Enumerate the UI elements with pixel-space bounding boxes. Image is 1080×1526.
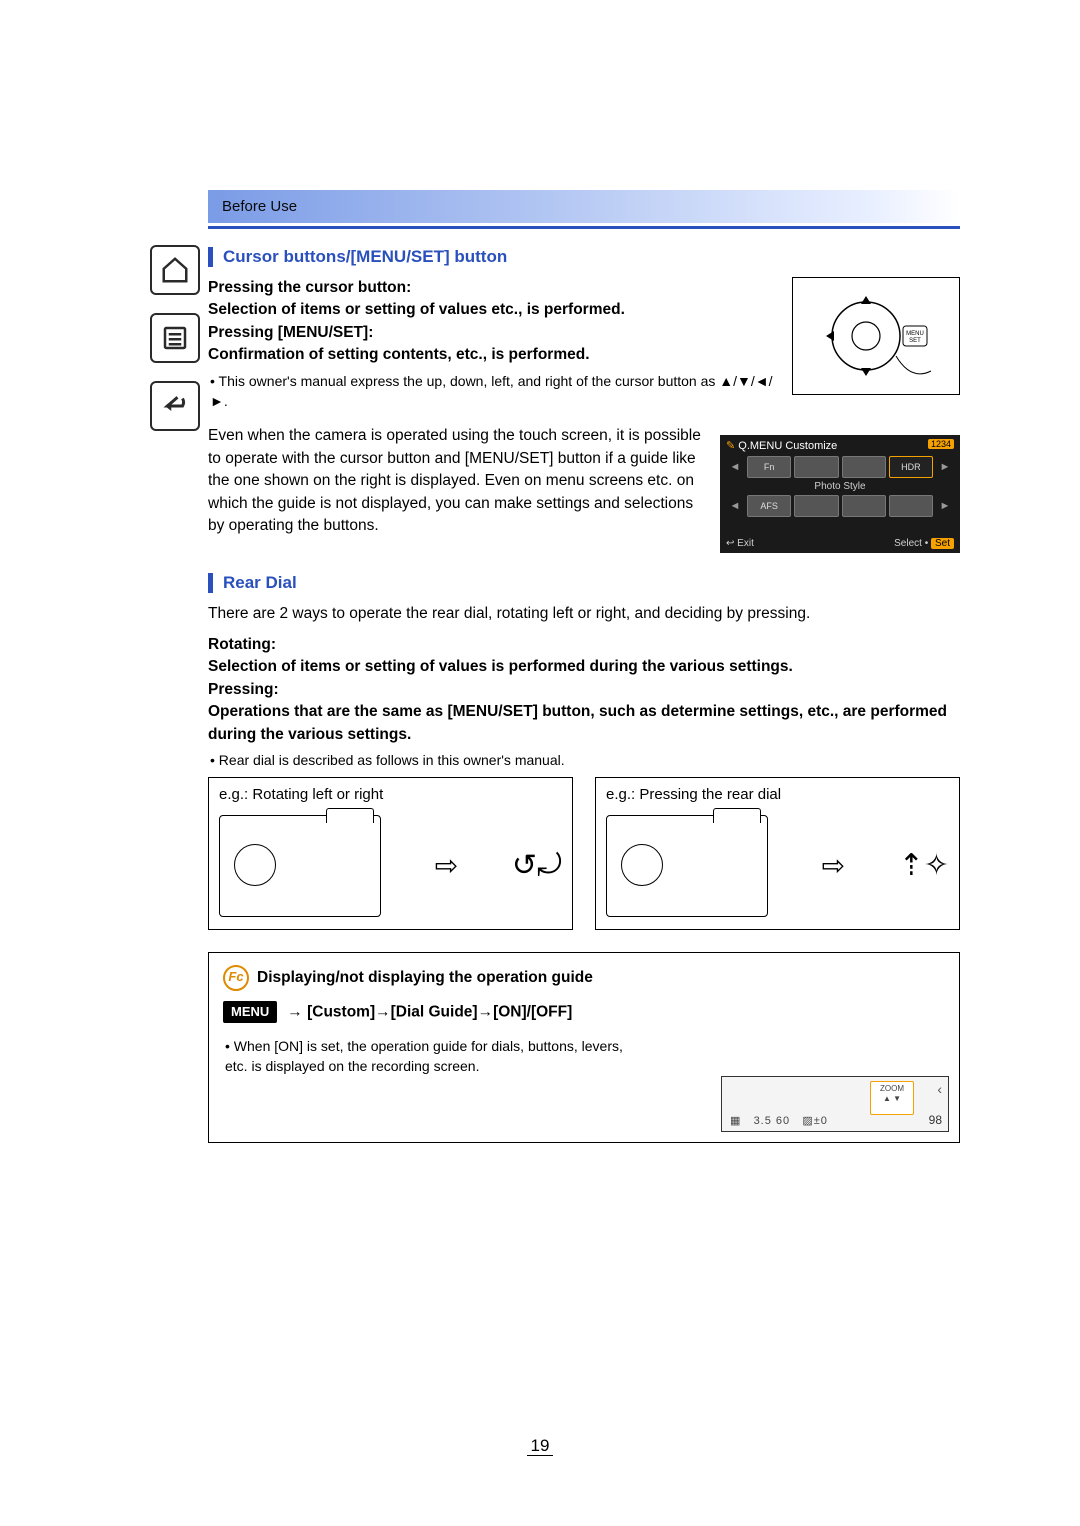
qmenu-cell [842,495,886,517]
section-title: Rear Dial [223,573,297,593]
opguide-info-line: ▦ 3.5 60 ▨±0 [730,1114,828,1127]
arrow-right-icon: ⇨ [435,849,458,882]
qmenu-cell [842,456,886,478]
cursor-line-4: Confirmation of setting contents, etc., … [208,344,774,366]
section-title: Cursor buttons/[MENU/SET] button [223,247,507,267]
nav-sidebar [150,245,200,431]
reardial-note: Rear dial is described as follows in thi… [210,750,960,770]
cursor-line-3: Pressing [MENU/SET]: [208,322,774,344]
section-heading-reardial: Rear Dial [208,573,960,593]
cursor-button-figure: MENU SET [792,277,960,395]
example-rotate-caption: e.g.: Rotating left or right [219,786,562,803]
svg-text:SET: SET [909,338,921,344]
page-number: 19 [0,1436,1080,1456]
cursor-para2: Even when the camera is operated using t… [208,425,702,537]
opguide-heading: Displaying/not displaying the operation … [257,969,593,986]
qmenu-center-label: Photo Style [726,481,954,492]
reardial-line-2: Selection of items or setting of values … [208,656,960,678]
cursor-para2-row: Even when the camera is operated using t… [208,425,960,553]
reardial-line-4: Operations that are the same as [MENU/SE… [208,701,960,746]
cursor-note-prefix: This owner's manual express the up, down… [219,373,720,389]
cursor-section-row: Pressing the cursor button: Selection of… [208,277,960,415]
zoom-indicator: ZOOM▲ ▼ [870,1081,914,1115]
fc-badge-icon: Fc [223,965,249,991]
cursor-line-1: Pressing the cursor button: [208,277,774,299]
example-press-caption: e.g.: Pressing the rear dial [606,786,949,803]
opguide-count: 98 [929,1113,942,1127]
camera-illustration [219,815,381,917]
qmenu-cell [794,456,838,478]
opguide-screen-figure: ZOOM▲ ▼ ‹ ▦ 3.5 60 ▨±0 98 [721,1076,949,1132]
heading-accent-bar [208,573,213,593]
qmenu-exit: Exit [737,538,754,549]
cursor-line-2: Selection of items or setting of values … [208,299,774,321]
reardial-line-3: Pressing: [208,679,960,701]
breadcrumb-bar: Before Use [208,190,960,229]
qmenu-set: Set [931,538,954,549]
qmenu-select: Select [894,538,922,549]
opguide-heading-row: Fc Displaying/not displaying the operatio… [223,965,945,991]
svg-text:MENU: MENU [906,331,924,337]
back-icon[interactable] [150,381,200,431]
reardial-intro: There are 2 ways to operate the rear dia… [208,603,960,625]
opguide-note: When [ON] is set, the operation guide fo… [225,1036,645,1077]
page-number-value: 19 [527,1436,554,1456]
section-heading-cursor: Cursor buttons/[MENU/SET] button [208,247,960,267]
example-rotate: e.g.: Rotating left or right ⇨ ↺⤾ [208,777,573,930]
qmenu-cell: AFS [747,495,791,517]
qmenu-cell [794,495,838,517]
qmenu-cell-hdr: HDR [889,456,933,478]
qmenu-row-2: ◄ AFS ► [726,495,954,517]
menu-pill: MENU [223,1001,277,1024]
opguide-path: → [Custom]→[Dial Guide]→[ON]/[OFF] [287,1003,572,1020]
qmenu-title: Q.MENU Customize [738,440,837,452]
operation-guide-box: Fc Displaying/not displaying the operatio… [208,952,960,1144]
qmenu-cell: Fn [747,456,791,478]
manual-page: Before Use Cursor buttons/[MENU/SET] but… [0,0,1080,1526]
reardial-line-1: Rotating: [208,634,960,656]
rotate-motion-icon: ↺⤾ [512,848,562,883]
breadcrumb: Before Use [208,190,960,223]
camera-illustration [606,815,768,917]
qmenu-cell [889,495,933,517]
qmenu-figure: ✎ Q.MENU Customize 1234 ◄ Fn HDR ► Photo… [720,435,960,553]
home-icon[interactable] [150,245,200,295]
cursor-note-suffix: . [224,393,228,409]
heading-accent-bar [208,247,213,267]
qmenu-badge: 1234 [928,439,954,449]
reardial-examples: e.g.: Rotating left or right ⇨ ↺⤾ e.g.: … [208,777,960,930]
opguide-path-row: MENU → [Custom]→[Dial Guide]→[ON]/[OFF] [223,1001,945,1024]
toc-icon[interactable] [150,313,200,363]
example-press: e.g.: Pressing the rear dial ⇨ ⇡✧ [595,777,960,930]
opguide-info: 3.5 60 [754,1115,791,1127]
page-content: Before Use Cursor buttons/[MENU/SET] but… [208,190,960,1143]
zoom-label: ZOOM [880,1084,904,1093]
arrow-right-icon: ⇨ [822,849,845,882]
cursor-note: This owner's manual express the up, down… [210,371,774,412]
press-motion-icon: ⇡✧ [899,848,949,883]
opguide-ev: ±0 [814,1115,828,1127]
chevron-left-icon: ‹ [937,1081,942,1097]
qmenu-row-1: ◄ Fn HDR ► [726,456,954,478]
